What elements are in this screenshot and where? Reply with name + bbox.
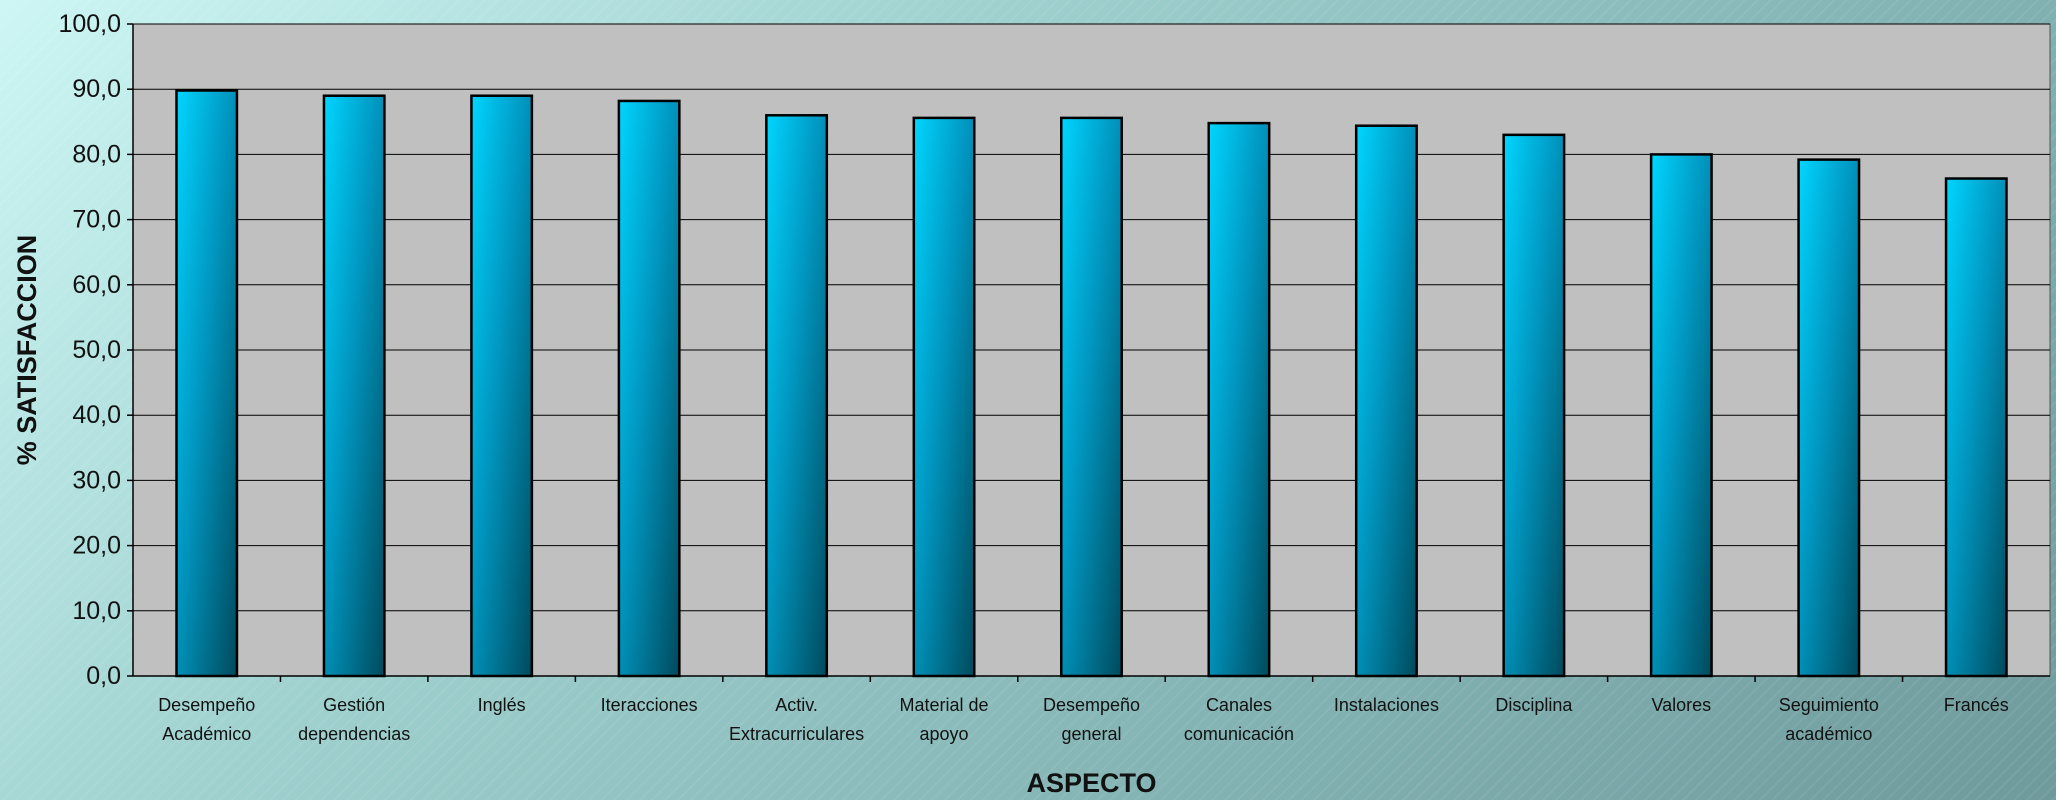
x-category-label: Canales comunicación: [1184, 695, 1294, 744]
x-category-label: Activ. Extracurriculares: [729, 695, 864, 744]
x-category-label: Iteracciones: [601, 695, 698, 715]
bar: [470, 94, 534, 678]
bar: [1502, 133, 1566, 678]
x-category-label: Instalaciones: [1334, 695, 1439, 715]
x-category-label: Francés: [1944, 695, 2009, 715]
y-tick-label: 50,0: [72, 336, 121, 364]
y-tick-label: 30,0: [72, 466, 121, 494]
x-category-label: Valores: [1651, 695, 1711, 715]
y-tick-label: 20,0: [72, 532, 121, 560]
y-tick-labels: 0,0 10,0 20,0 30,0 40,0 50,0 60,0 70,0 80,0 90,0 1…: [58, 10, 133, 690]
y-tick-label: 60,0: [72, 271, 121, 299]
x-category-labels: Desempeño Académico Gestión dependencias Ing…: [158, 676, 2009, 744]
y-tick-label: 100,0: [58, 10, 121, 38]
x-category-label: Desempeño Académico: [158, 695, 255, 744]
y-tick-label: 80,0: [72, 140, 121, 168]
bar: [175, 89, 239, 678]
bar: [1207, 121, 1271, 678]
bar: [1354, 124, 1418, 678]
x-category-label: Seguimiento académico: [1779, 695, 1879, 744]
y-tick-label: 0,0: [86, 662, 121, 690]
y-tick-label: 70,0: [72, 206, 121, 234]
x-category-label: Inglés: [478, 695, 526, 715]
bar: [1060, 116, 1123, 678]
x-category-label: Desempeño general: [1043, 695, 1140, 744]
y-tick-label: 10,0: [72, 597, 121, 625]
bar: [1649, 153, 1713, 678]
bar: [1797, 158, 1861, 678]
x-axis-title: ASPECTO: [1026, 768, 1156, 798]
x-category-label: Gestión dependencias: [298, 695, 410, 744]
x-category-label: Material de apoyo: [900, 695, 989, 744]
x-category-label: Disciplina: [1495, 695, 1573, 715]
bar: [617, 99, 681, 678]
bar: [322, 94, 386, 678]
bars: [175, 89, 2008, 678]
y-tick-label: 40,0: [72, 401, 121, 429]
y-axis-title: % SATISFACCION: [12, 235, 42, 466]
bar: [912, 116, 976, 678]
y-tick-label: 90,0: [72, 75, 121, 103]
bar: [1944, 177, 2008, 678]
bar: [765, 114, 829, 678]
